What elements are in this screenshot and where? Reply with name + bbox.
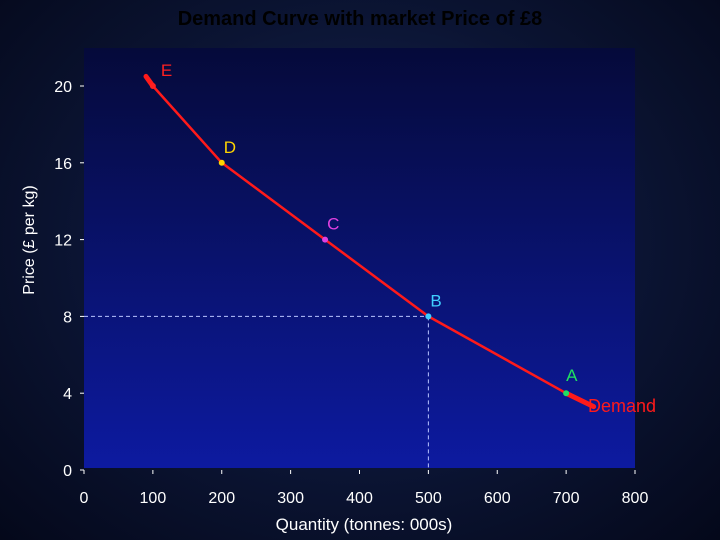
y-tick-label: 8 xyxy=(63,309,72,326)
x-tick-label: 400 xyxy=(346,490,373,507)
point-d xyxy=(218,159,225,166)
point-a xyxy=(563,390,570,397)
y-tick-label: 0 xyxy=(63,463,72,480)
y-tick-label: 20 xyxy=(54,79,72,96)
x-tick-label: 500 xyxy=(415,490,442,507)
point-c xyxy=(322,236,329,243)
reference-lines xyxy=(84,315,429,470)
point-label-a: A xyxy=(566,366,578,385)
x-axis-ticks: 0 100 200 300 400 500 600 700 800 xyxy=(80,470,649,507)
point-e xyxy=(149,83,156,89)
y-tick-label: 4 xyxy=(63,386,72,403)
y-axis-label: Price (£ per kg) xyxy=(21,185,38,295)
series-label-demand: Demand xyxy=(588,396,656,416)
plot-area xyxy=(84,48,635,468)
point-b xyxy=(425,313,432,320)
point-label-c: C xyxy=(327,215,339,234)
y-tick-label: 16 xyxy=(54,156,72,173)
y-axis-ticks: 0 4 8 12 16 20 xyxy=(54,79,84,480)
x-tick-label: 200 xyxy=(208,490,235,507)
point-label-e: E xyxy=(161,61,172,80)
x-tick-label: 800 xyxy=(622,490,649,507)
y-tick-label: 12 xyxy=(54,233,72,250)
demand-line-end-cap xyxy=(563,390,597,410)
chart-title: Demand Curve with market Price of £8 xyxy=(177,8,543,30)
x-tick-label: 0 xyxy=(80,490,89,507)
point-label-b: B xyxy=(430,291,441,310)
labelled-points: E D C B A xyxy=(149,61,578,397)
x-tick-label: 100 xyxy=(140,490,167,507)
x-tick-label: 600 xyxy=(484,490,511,507)
x-tick-label: 700 xyxy=(553,490,580,507)
x-tick-label: 300 xyxy=(277,490,304,507)
point-label-d: D xyxy=(224,138,236,157)
x-axis-label: Quantity (tonnes: 000s) xyxy=(275,515,453,534)
